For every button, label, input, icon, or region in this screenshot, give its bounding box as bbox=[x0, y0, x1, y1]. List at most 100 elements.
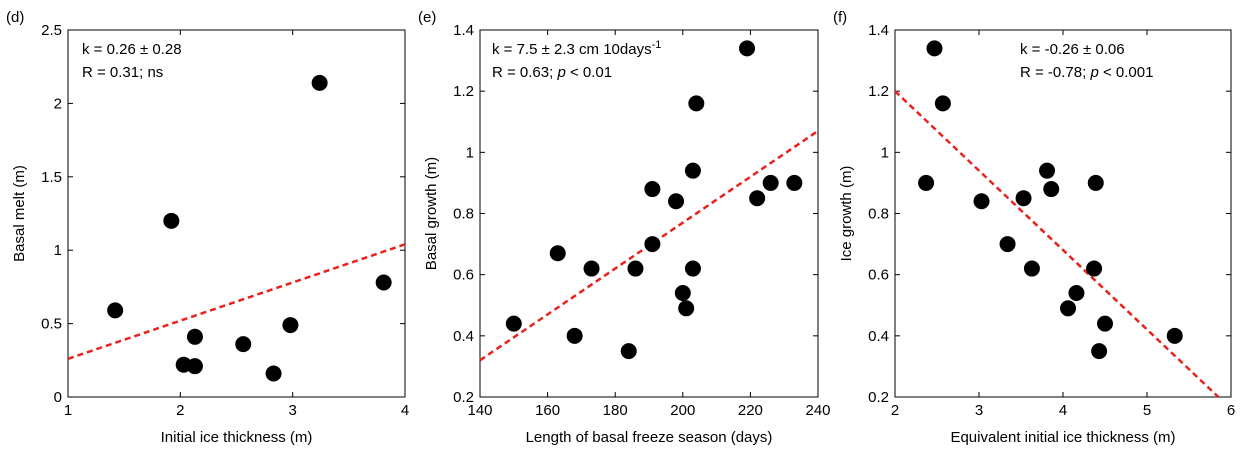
y-tick-label: 0.6 bbox=[868, 267, 889, 284]
point bbox=[688, 95, 705, 112]
point bbox=[674, 285, 691, 302]
point bbox=[644, 181, 661, 198]
point bbox=[235, 336, 252, 353]
y-tick-label: 0.8 bbox=[453, 206, 474, 223]
x-tick-label: 180 bbox=[603, 402, 628, 419]
y-tick-label: 1 bbox=[881, 144, 889, 161]
point bbox=[107, 302, 124, 319]
y-tick-label: 1.2 bbox=[868, 83, 889, 100]
x-tick-label: 6 bbox=[1227, 402, 1235, 419]
annotation-part: k = 0.26 ± 0.28 bbox=[82, 41, 182, 58]
annotation: k = 7.5 ± 2.3 cm 10days-1 bbox=[492, 39, 661, 58]
point bbox=[749, 190, 766, 207]
point bbox=[668, 193, 685, 210]
point bbox=[186, 328, 203, 345]
point bbox=[1060, 300, 1077, 317]
point bbox=[934, 95, 951, 112]
point bbox=[549, 245, 566, 262]
annotation: k = 0.26 ± 0.28 bbox=[82, 41, 182, 58]
x-axis-label: Initial ice thickness (m) bbox=[161, 429, 313, 446]
y-tick-label: 0.5 bbox=[41, 316, 62, 333]
annotation: R = 0.63; p < 0.01 bbox=[492, 64, 612, 81]
point bbox=[1091, 343, 1108, 360]
x-tick-label: 4 bbox=[401, 402, 409, 419]
annotation: R = 0.31; ns bbox=[82, 64, 163, 81]
point bbox=[786, 174, 803, 191]
y-tick-label: 1.2 bbox=[453, 83, 474, 100]
point bbox=[311, 74, 328, 91]
annotation-part: R = -0.78; bbox=[1020, 64, 1090, 81]
y-tick-label: 1.4 bbox=[868, 22, 889, 39]
point bbox=[1043, 181, 1060, 198]
point bbox=[163, 212, 180, 229]
annotation-part: R = 0.63; bbox=[492, 64, 557, 81]
x-tick-label: 4 bbox=[1059, 402, 1067, 419]
point bbox=[505, 315, 522, 332]
x-tick-label: 140 bbox=[467, 402, 492, 419]
annotation-part: k = -0.26 ± 0.06 bbox=[1020, 41, 1125, 58]
y-axis-label: Ice growth (m) bbox=[838, 166, 855, 262]
point bbox=[999, 236, 1016, 253]
annotation-part: R = 0.31; ns bbox=[82, 64, 163, 81]
point bbox=[678, 300, 695, 317]
point bbox=[566, 327, 583, 344]
point bbox=[684, 260, 701, 277]
panel-label: (f) bbox=[833, 9, 847, 26]
x-axis-label: Length of basal freeze season (days) bbox=[526, 429, 773, 446]
y-tick-label: 1 bbox=[466, 144, 474, 161]
y-tick-label: 0.6 bbox=[453, 267, 474, 284]
point bbox=[762, 174, 779, 191]
axes-box bbox=[479, 29, 819, 398]
point bbox=[739, 40, 756, 57]
point bbox=[1166, 327, 1183, 344]
x-tick-label: 1 bbox=[64, 402, 72, 419]
point bbox=[926, 40, 943, 57]
y-tick-label: 1.4 bbox=[453, 22, 474, 39]
y-tick-label: 2 bbox=[54, 95, 62, 112]
point bbox=[1086, 260, 1103, 277]
y-axis-label: Basal growth (m) bbox=[423, 157, 440, 270]
point bbox=[627, 260, 644, 277]
y-tick-label: 0.8 bbox=[868, 206, 889, 223]
y-tick-label: 0 bbox=[54, 389, 62, 406]
panel-label: (d) bbox=[6, 9, 24, 26]
point bbox=[583, 260, 600, 277]
point bbox=[265, 365, 282, 382]
y-tick-label: 0.2 bbox=[453, 389, 474, 406]
point bbox=[1068, 285, 1085, 302]
point bbox=[282, 317, 299, 334]
point bbox=[1023, 260, 1040, 277]
x-tick-label: 240 bbox=[805, 402, 830, 419]
point bbox=[1039, 162, 1056, 179]
point bbox=[375, 274, 392, 291]
y-tick-label: 0.4 bbox=[453, 328, 474, 345]
x-tick-label: 2 bbox=[891, 402, 899, 419]
fit-line bbox=[894, 90, 1220, 398]
x-tick-label: 2 bbox=[176, 402, 184, 419]
annotation-part: p bbox=[556, 64, 565, 81]
annotation-part: < 0.01 bbox=[566, 64, 612, 81]
annotation: R = -0.78; p < 0.001 bbox=[1020, 64, 1153, 81]
point bbox=[1015, 190, 1032, 207]
x-tick-label: 160 bbox=[535, 402, 560, 419]
point bbox=[1097, 315, 1113, 332]
x-tick-label: 200 bbox=[670, 402, 695, 419]
point bbox=[684, 162, 701, 179]
y-axis-label: Basal melt (m) bbox=[11, 165, 28, 262]
y-tick-label: 2.5 bbox=[41, 22, 62, 39]
annotation-part: -1 bbox=[652, 39, 662, 51]
y-tick-label: 1 bbox=[54, 242, 62, 259]
y-tick-label: 0.2 bbox=[868, 389, 889, 406]
x-axis-label: Equivalent initial ice thickness (m) bbox=[950, 429, 1175, 446]
x-tick-label: 3 bbox=[975, 402, 983, 419]
annotation-part: < 0.001 bbox=[1099, 64, 1154, 81]
point bbox=[973, 193, 990, 210]
x-tick-label: 5 bbox=[1143, 402, 1151, 419]
point bbox=[186, 358, 203, 375]
point bbox=[644, 236, 661, 253]
annotation-part: p bbox=[1089, 64, 1098, 81]
annotation-part: k = 7.5 ± 2.3 cm 10days bbox=[492, 41, 652, 58]
point bbox=[918, 174, 935, 191]
annotation: k = -0.26 ± 0.06 bbox=[1020, 41, 1125, 58]
